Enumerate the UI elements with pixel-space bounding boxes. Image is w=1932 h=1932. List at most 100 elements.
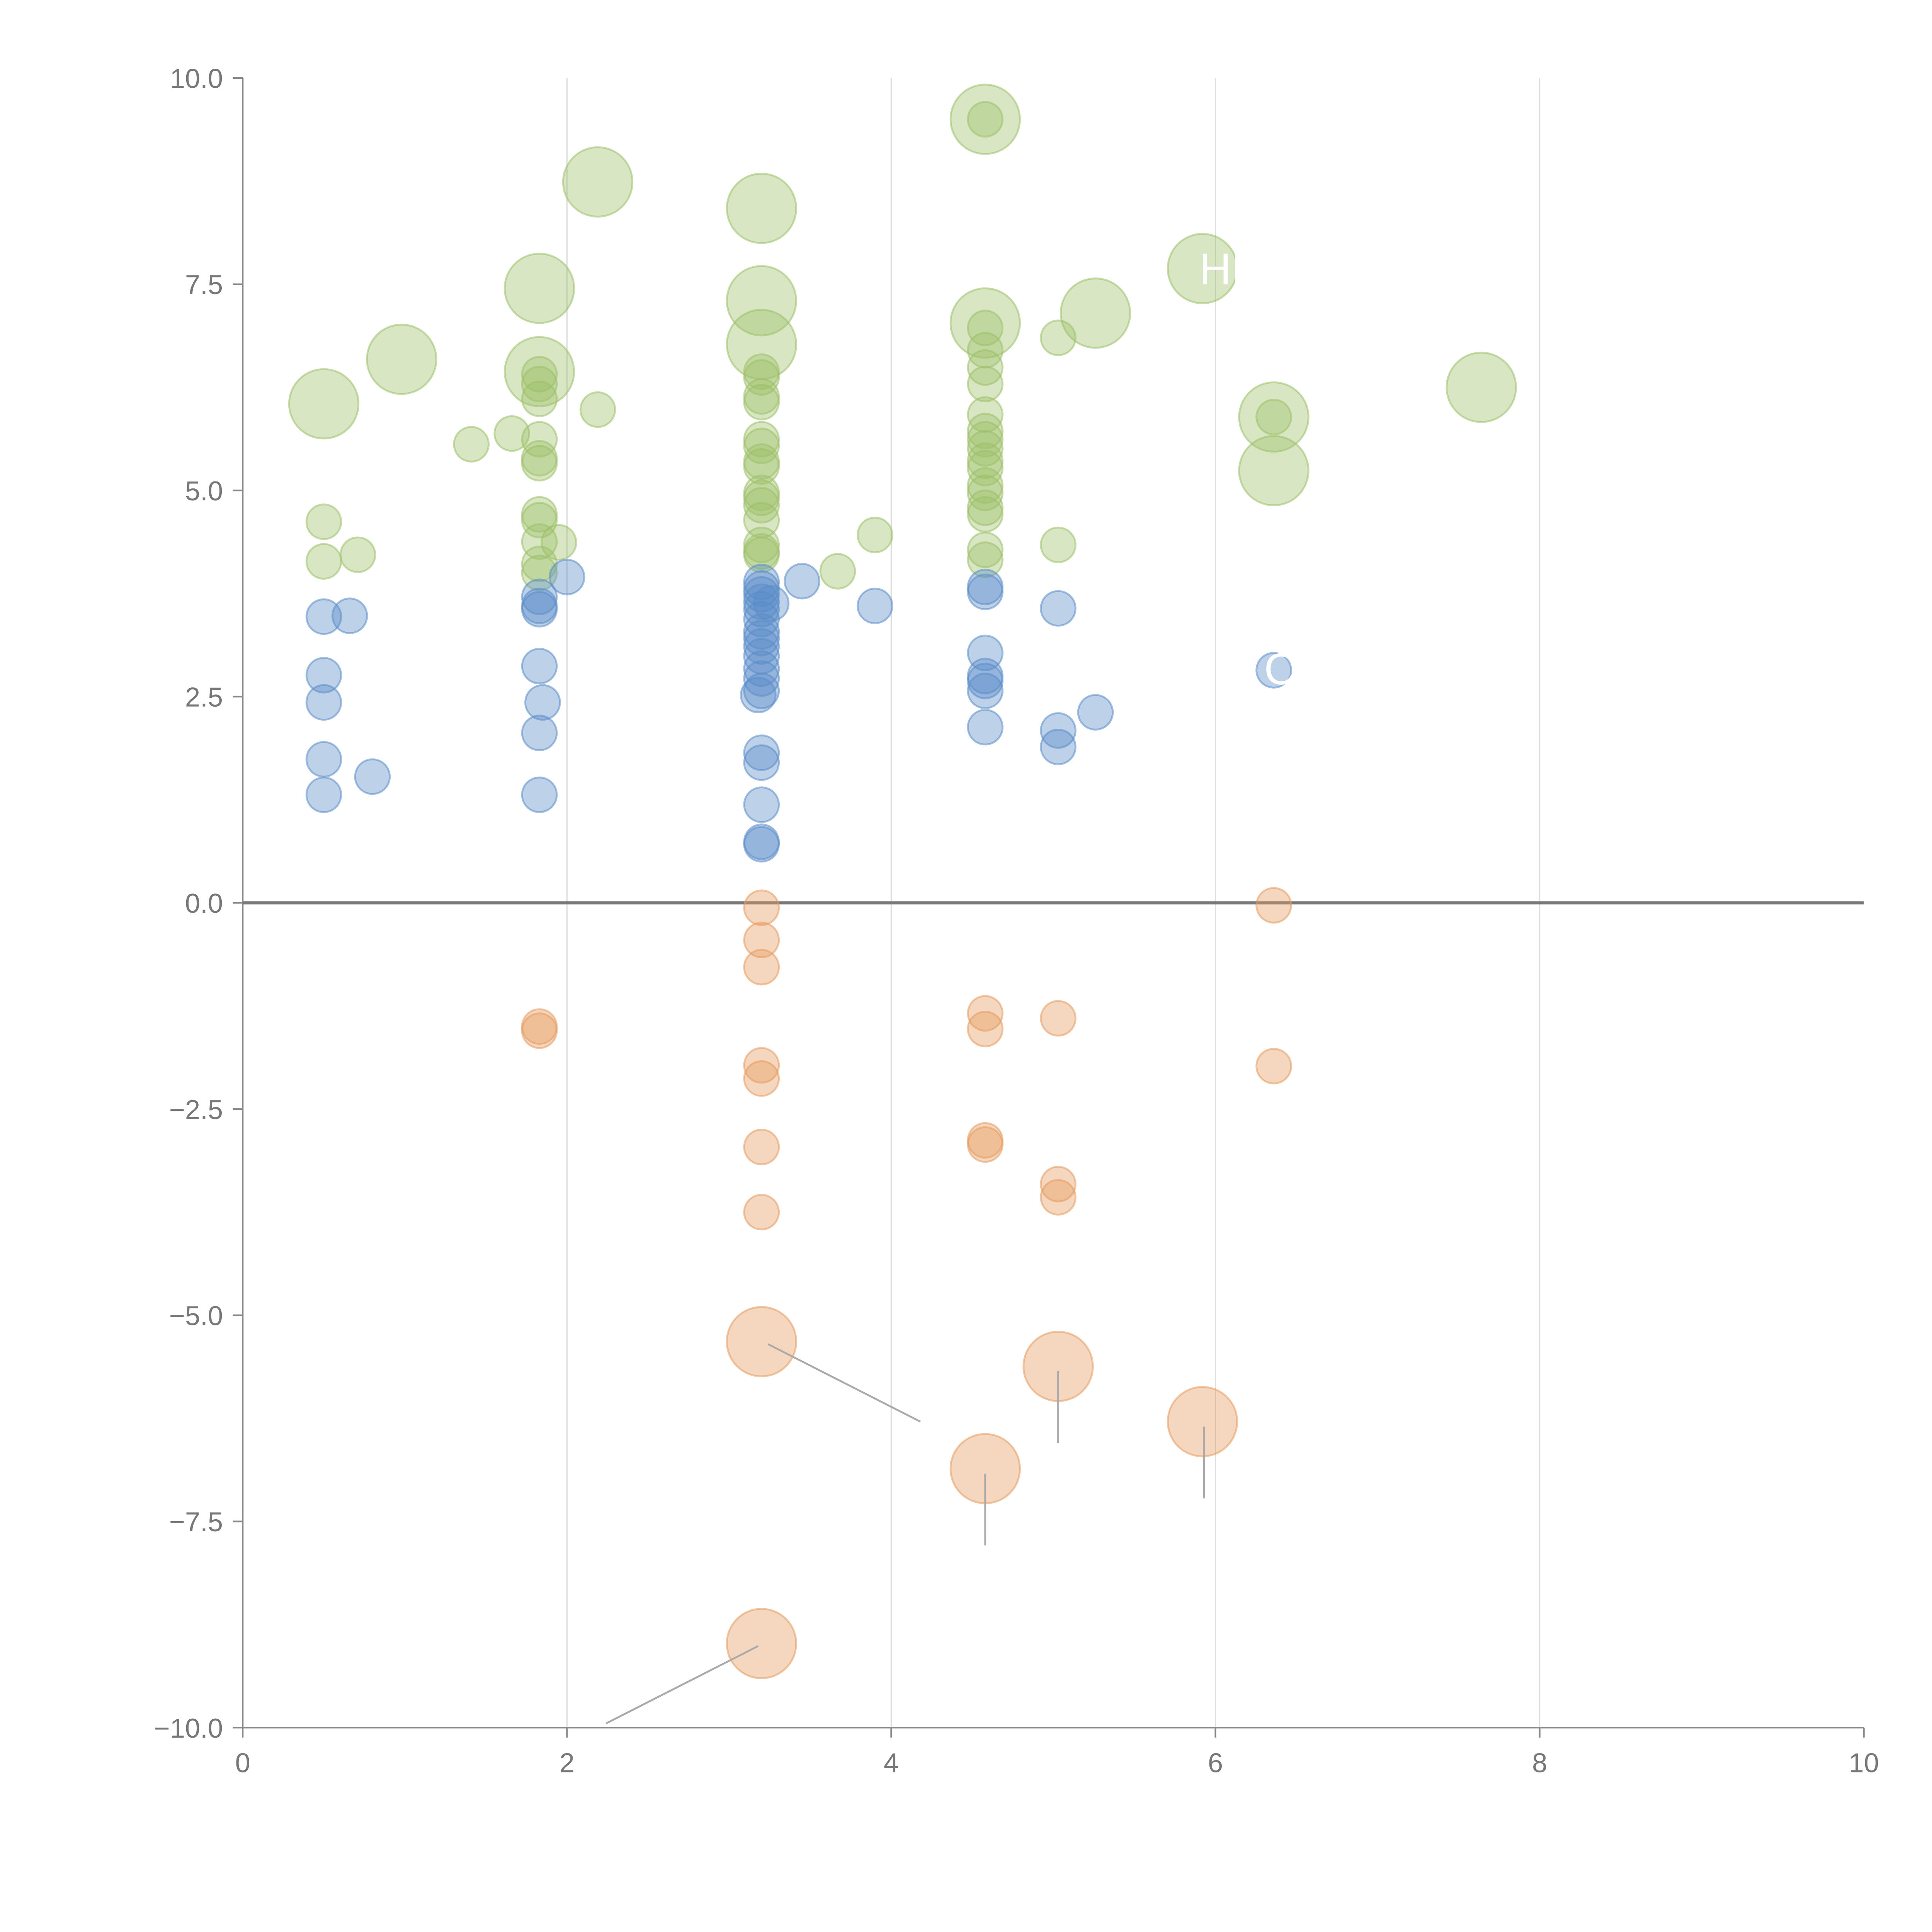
- point-green: [949, 287, 1021, 359]
- point-blue: [549, 559, 585, 595]
- point-blue: [743, 826, 780, 863]
- y-tick-label: −10.0: [154, 1713, 223, 1743]
- point-blue: [967, 663, 1004, 699]
- point-blue: [743, 628, 780, 665]
- y-tick-label: −5.0: [169, 1300, 223, 1331]
- point-green: [453, 426, 490, 463]
- point-blue: [857, 587, 893, 624]
- point-green: [305, 543, 342, 580]
- point-blue: [524, 684, 561, 721]
- point-blue: [305, 657, 342, 694]
- point-blue: [743, 591, 780, 628]
- y-tick-label: 7.5: [185, 269, 223, 300]
- point-green: [1040, 526, 1077, 563]
- point-blue: [521, 776, 558, 813]
- point-orange: [726, 1306, 797, 1378]
- point-green: [366, 323, 437, 395]
- annotation-label: C: [1264, 645, 1296, 694]
- x-tick-label: 10: [1849, 1748, 1879, 1778]
- point-green: [1238, 435, 1310, 507]
- point-orange: [1040, 1000, 1077, 1037]
- point-orange: [726, 1608, 797, 1679]
- point-blue: [743, 734, 780, 771]
- point-blue: [967, 709, 1004, 746]
- point-orange: [743, 949, 780, 986]
- point-orange: [743, 922, 780, 958]
- point-blue: [305, 598, 342, 635]
- point-blue: [1040, 590, 1077, 627]
- x-tick-label: 4: [884, 1748, 899, 1778]
- y-tick-label: 10.0: [170, 63, 223, 94]
- y-tick-label: −7.5: [169, 1507, 223, 1537]
- point-green: [521, 381, 558, 417]
- point-orange: [743, 1047, 780, 1084]
- point-green: [493, 415, 530, 452]
- x-tick-label: 6: [1208, 1748, 1223, 1778]
- leader-lines: [605, 1343, 1205, 1725]
- point-orange: [743, 1194, 780, 1231]
- point-orange: [967, 1126, 1004, 1163]
- point-green: [967, 366, 1004, 403]
- annotations: HR C: [1199, 245, 1296, 694]
- point-green: [1040, 320, 1077, 356]
- point-orange: [743, 1060, 780, 1097]
- point-green: [288, 368, 360, 440]
- point-blue: [331, 597, 368, 634]
- point-orange: [521, 1012, 558, 1049]
- point-blue: [521, 578, 558, 615]
- y-tick-label: 2.5: [185, 682, 223, 713]
- point-green: [967, 474, 1004, 511]
- point-green: [967, 531, 1004, 568]
- point-blue: [354, 758, 391, 795]
- point-green: [1060, 277, 1131, 349]
- leader-line: [605, 1645, 759, 1725]
- point-blue: [305, 776, 342, 813]
- point-orange: [967, 995, 1004, 1032]
- point-green: [726, 173, 797, 244]
- point-green: [743, 480, 780, 516]
- point-green: [967, 541, 1004, 578]
- point-green: [819, 553, 856, 590]
- y-tick-label: 5.0: [185, 476, 223, 506]
- point-green: [503, 253, 575, 324]
- point-green: [305, 503, 342, 540]
- point-blue: [753, 585, 790, 622]
- point-green: [743, 427, 780, 464]
- leader-line: [767, 1343, 921, 1423]
- annotation-label: HR: [1199, 245, 1264, 294]
- point-green: [726, 265, 797, 337]
- point-green: [743, 384, 780, 421]
- point-orange: [743, 889, 780, 926]
- data-points: [288, 83, 1517, 1679]
- point-green: [967, 101, 1004, 138]
- point-orange: [1255, 1048, 1292, 1085]
- x-tick-label: 0: [235, 1748, 250, 1778]
- point-green: [967, 421, 1004, 458]
- y-tick-label: 0.0: [185, 888, 223, 918]
- point-green: [857, 517, 893, 553]
- point-green: [1446, 352, 1517, 423]
- point-green: [1238, 381, 1310, 453]
- point-orange: [1040, 1179, 1077, 1216]
- point-blue: [521, 714, 558, 752]
- point-blue: [1077, 694, 1114, 731]
- point-green: [743, 448, 780, 485]
- point-orange: [743, 1129, 780, 1165]
- point-blue: [967, 573, 1004, 611]
- point-green: [949, 83, 1021, 155]
- point-green: [967, 467, 1004, 504]
- point-green: [1167, 233, 1238, 304]
- point-blue: [743, 786, 780, 823]
- x-tick-label: 8: [1532, 1748, 1547, 1778]
- point-green: [521, 445, 558, 482]
- point-green: [521, 366, 558, 403]
- point-green: [521, 523, 558, 560]
- point-green: [967, 496, 1004, 533]
- point-blue: [784, 563, 820, 600]
- point-blue: [305, 741, 342, 778]
- point-orange: [1040, 1166, 1077, 1202]
- point-green: [967, 430, 1004, 467]
- point-blue: [1255, 652, 1292, 689]
- point-orange: [967, 1010, 1004, 1048]
